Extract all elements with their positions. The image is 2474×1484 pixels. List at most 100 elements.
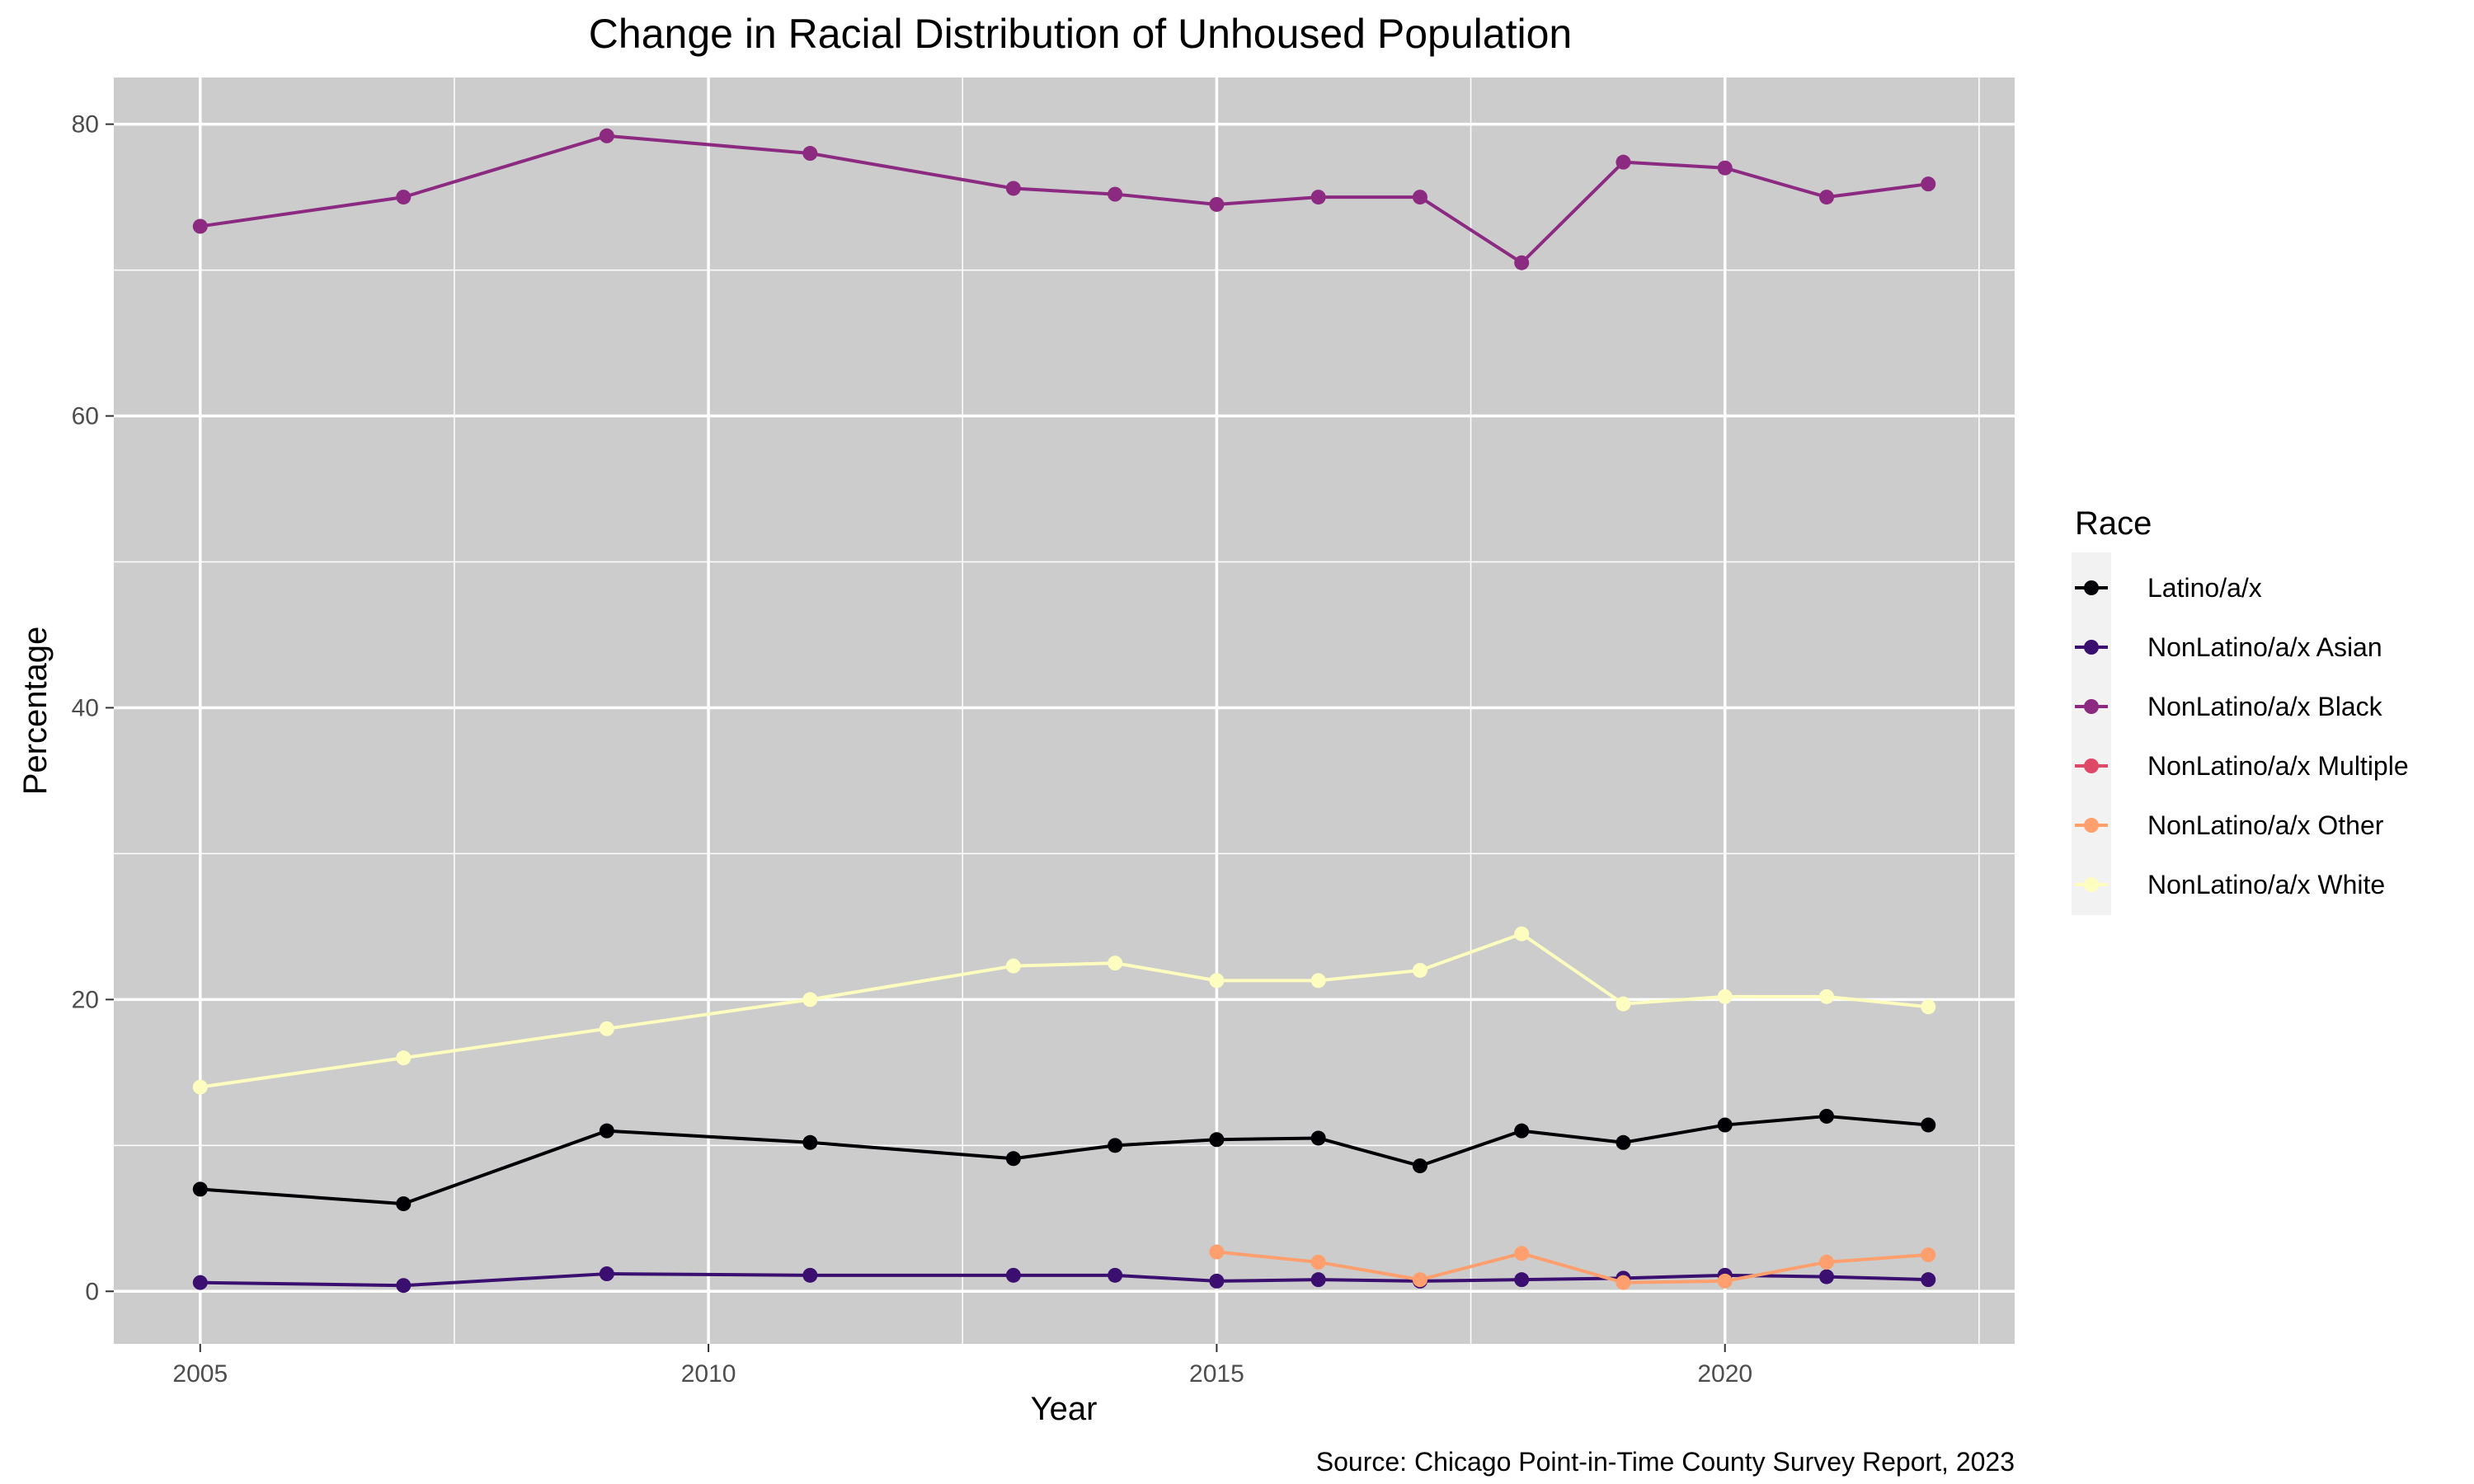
data-point (1412, 190, 1427, 205)
series-line (200, 1272, 1929, 1288)
x-tick-label: 2015 (1189, 1360, 1244, 1388)
x-axis: 2005 2010 2015 2020 (172, 1344, 1752, 1388)
data-point (1921, 999, 1936, 1015)
x-tick-label: 2020 (1697, 1360, 1752, 1388)
data-point (1005, 1151, 1021, 1167)
chart-caption: Source: Chicago Point-in-Time County Sur… (1316, 1447, 2015, 1477)
legend-item: Latino/a/x (2075, 573, 2262, 603)
data-point (1514, 1246, 1530, 1261)
legend-item: NonLatino/a/x White (2075, 870, 2385, 899)
data-point (1209, 196, 1225, 212)
legend-key-point (2084, 877, 2099, 892)
legend: Race Latino/a/x NonLatino/a/x Asian NonLat… (2072, 505, 2409, 915)
y-tick-label: 60 (72, 403, 99, 430)
series-line (200, 932, 1929, 1089)
series-4 (1209, 1244, 1936, 1290)
legend-key-point (2084, 818, 2099, 833)
legend-item: NonLatino/a/x Other (2075, 810, 2384, 840)
data-point (1310, 190, 1326, 205)
series-0 (192, 1108, 1936, 1212)
data-point (599, 128, 614, 143)
data-point (192, 1275, 208, 1290)
legend-item: NonLatino/a/x Asian (2075, 632, 2382, 662)
data-point (1108, 186, 1123, 202)
legend-key-point (2084, 640, 2099, 655)
data-point (1209, 1132, 1225, 1148)
data-point (192, 1079, 208, 1095)
series-line (200, 1114, 1929, 1206)
data-point (1921, 1247, 1936, 1263)
data-point (1108, 1138, 1123, 1153)
data-point (802, 1267, 818, 1283)
legend-key-point (2084, 580, 2099, 595)
series-line (200, 134, 1929, 265)
data-point (1310, 973, 1326, 989)
grid-minor (114, 77, 2015, 1344)
data-point (1818, 190, 1834, 205)
legend-label: NonLatino/a/x Asian (2147, 632, 2382, 662)
data-point (1616, 154, 1631, 170)
data-point (1209, 973, 1225, 989)
data-point (1412, 1272, 1427, 1288)
data-point (1412, 962, 1427, 978)
data-point (1412, 1158, 1427, 1174)
data-point (1514, 255, 1530, 270)
x-tick-label: 2010 (681, 1360, 736, 1388)
data-point (802, 1134, 818, 1150)
legend-item: NonLatino/a/x Black (2075, 692, 2383, 721)
data-point (1921, 176, 1936, 192)
data-point (1616, 1134, 1631, 1150)
series-layer (192, 128, 1936, 1294)
chart-title: Change in Racial Distribution of Unhouse… (589, 11, 1572, 57)
data-point (599, 1021, 614, 1036)
x-tick-label: 2005 (172, 1360, 228, 1388)
data-point (396, 190, 412, 205)
data-point (1005, 958, 1021, 974)
data-point (1108, 956, 1123, 971)
data-point (1818, 989, 1834, 1004)
legend-key-point (2084, 699, 2099, 714)
data-point (1717, 1273, 1733, 1289)
y-tick-label: 40 (72, 694, 99, 721)
data-point (1108, 1267, 1123, 1283)
data-point (1921, 1117, 1936, 1133)
data-point (1818, 1269, 1834, 1284)
data-point (802, 992, 818, 1007)
data-point (1005, 181, 1021, 196)
legend-key-background (2072, 552, 2111, 915)
legend-key-point (2084, 758, 2099, 773)
series-line (1216, 1250, 1929, 1284)
data-point (1310, 1272, 1326, 1288)
data-point (1818, 1254, 1834, 1270)
data-point (396, 1050, 412, 1066)
data-point (1818, 1108, 1834, 1124)
y-tick-label: 80 (72, 111, 99, 139)
data-point (1921, 1272, 1936, 1288)
data-point (599, 1266, 614, 1282)
data-point (1310, 1130, 1326, 1146)
data-point (1514, 1272, 1530, 1288)
legend-label: NonLatino/a/x Other (2147, 810, 2384, 840)
data-point (192, 1181, 208, 1197)
data-point (1209, 1244, 1225, 1260)
data-point (192, 218, 208, 234)
y-tick-label: 0 (85, 1278, 99, 1305)
data-point (1005, 1267, 1021, 1283)
legend-label: NonLatino/a/x Black (2147, 692, 2383, 721)
legend-label: Latino/a/x (2147, 573, 2262, 603)
data-point (396, 1196, 412, 1212)
plot-panel (114, 77, 2015, 1344)
y-axis: 0 20 40 60 80 (72, 111, 114, 1305)
data-point (1616, 1275, 1631, 1290)
data-point (1616, 996, 1631, 1012)
data-point (1310, 1254, 1326, 1270)
legend-item: NonLatino/a/x Multiple (2075, 751, 2409, 781)
data-point (1717, 1117, 1733, 1133)
data-point (802, 146, 818, 162)
legend-title: Race (2075, 505, 2152, 542)
data-point (1514, 1123, 1530, 1139)
y-axis-label: Percentage (17, 627, 54, 796)
x-axis-label: Year (1031, 1391, 1098, 1427)
data-point (1717, 160, 1733, 176)
